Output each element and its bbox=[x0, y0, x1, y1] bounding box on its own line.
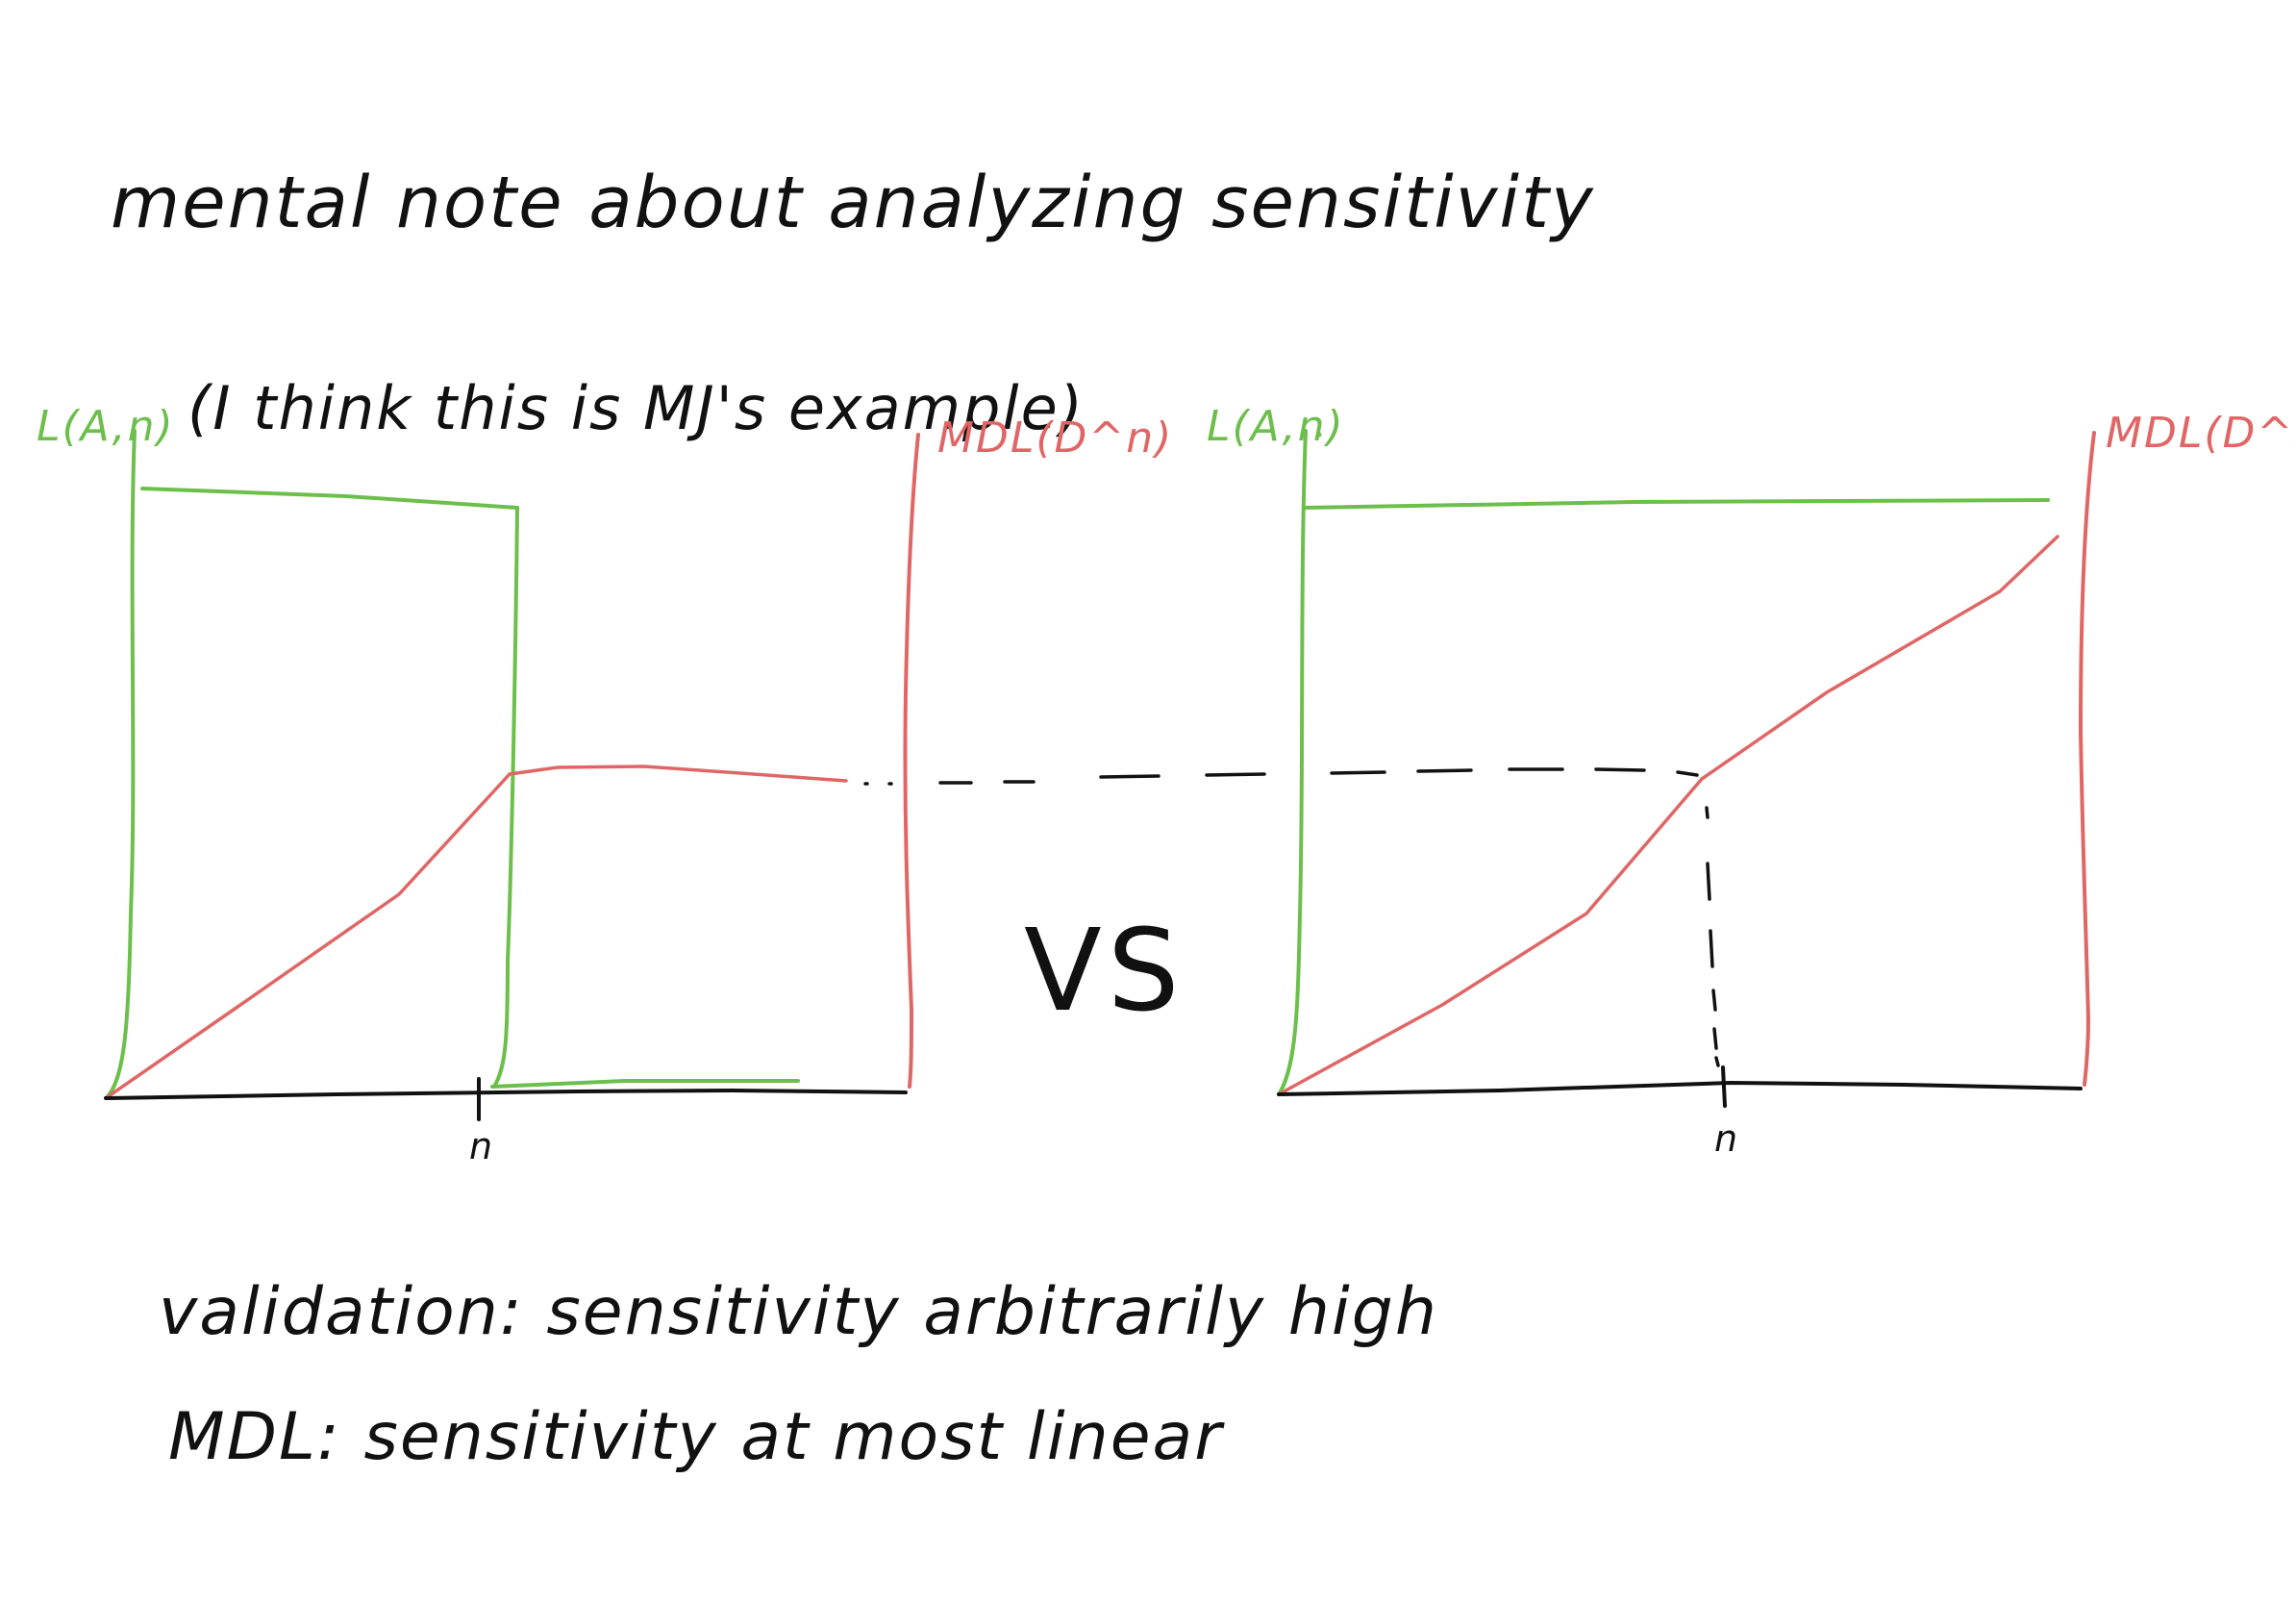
right-plot-right-axis-label: MDL(D^n) bbox=[2106, 409, 2296, 458]
connector-dashed-line bbox=[863, 767, 1699, 786]
left-plot-left-axis-label: L(A,n) bbox=[37, 402, 175, 451]
left-plot-right-axis bbox=[903, 433, 920, 1089]
left-plot-validation-bottom-line bbox=[490, 1079, 800, 1089]
stray-dot bbox=[1316, 432, 1322, 438]
left-plot-validation-top-line bbox=[140, 487, 519, 510]
page-title: mental note about analyzing sensitivity bbox=[111, 162, 1595, 244]
right-plot-left-axis bbox=[1277, 429, 1308, 1096]
left-plot-x-axis bbox=[104, 1089, 908, 1100]
left-plot bbox=[104, 429, 920, 1121]
left-plot-validation-drop bbox=[492, 506, 519, 1089]
right-plot-right-axis bbox=[2079, 431, 2096, 1087]
right-plot-x-tick-mark bbox=[1721, 1065, 1727, 1108]
right-plot-x-tick-label: n bbox=[1714, 1117, 1740, 1160]
aside-note: (I think this is MJ's example) bbox=[187, 373, 1085, 443]
note-validation: validation: sensitivity arbitrarily high bbox=[159, 1274, 1439, 1350]
right-plot bbox=[1277, 429, 2096, 1108]
left-plot-x-tick-label: n bbox=[469, 1125, 495, 1167]
left-plot-left-axis bbox=[106, 429, 137, 1098]
left-plot-right-axis-label: MDL(D^n) bbox=[937, 414, 1174, 463]
right-plot-left-axis-label: L(A,n) bbox=[1207, 402, 1345, 451]
right-plot-mdl-line bbox=[1277, 535, 2059, 1096]
right-plot-validation-top-line bbox=[1302, 498, 2050, 510]
right-plot-dashed-drop bbox=[1705, 806, 1720, 1067]
left-plot-mdl-rise bbox=[104, 772, 512, 1100]
left-plot-mdl-plateau bbox=[508, 764, 848, 783]
right-plot-x-axis bbox=[1277, 1081, 2083, 1096]
note-mdl: MDL: sensitivity at most linear bbox=[168, 1399, 1224, 1475]
versus-label: VS bbox=[1024, 904, 1185, 1037]
